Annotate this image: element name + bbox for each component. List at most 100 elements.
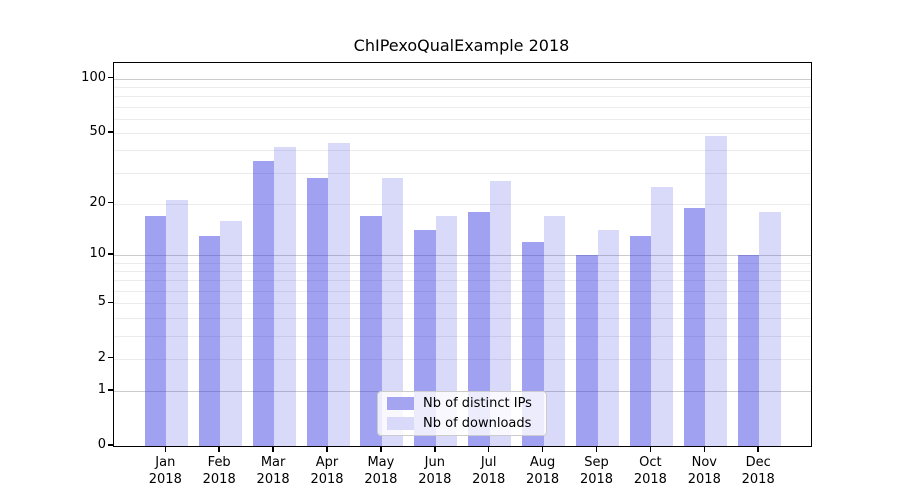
- y-tick-mark: [108, 444, 113, 446]
- x-tick-year: 2018: [148, 472, 182, 487]
- x-tick-mark: [272, 446, 274, 452]
- x-tick-mark: [434, 446, 436, 452]
- bar: [759, 211, 781, 446]
- x-tick-mark: [326, 446, 328, 452]
- y-tick-label: 100: [81, 69, 106, 85]
- bar: [543, 215, 566, 446]
- gridline-major: [114, 78, 811, 80]
- legend-swatch: [387, 417, 414, 430]
- x-tick-label: Jul 2018: [457, 454, 521, 488]
- chart-title: ChIPexoQualExample 2018: [353, 36, 570, 55]
- x-tick-month: Sep: [584, 455, 609, 470]
- x-tick-month: Feb: [207, 455, 231, 470]
- x-tick-year: 2018: [364, 472, 398, 487]
- gridline-minor: [114, 106, 811, 108]
- y-tick-label: 0: [97, 437, 106, 452]
- gridline-minor: [114, 203, 811, 205]
- x-tick-year: 2018: [418, 472, 452, 487]
- x-tick-month: Oct: [639, 455, 662, 470]
- bar: [705, 136, 727, 446]
- gridline-minor: [114, 335, 811, 337]
- x-tick-label: Dec 2018: [726, 454, 790, 488]
- x-tick-mark: [487, 446, 490, 452]
- bar: [737, 255, 760, 446]
- x-tick-year: 2018: [256, 472, 290, 487]
- x-tick-label: Oct 2018: [618, 454, 682, 488]
- x-tick-label: Nov 2018: [672, 454, 736, 488]
- x-tick-mark: [703, 446, 706, 452]
- legend-swatch: [387, 397, 414, 410]
- x-tick-label: Jun 2018: [403, 454, 467, 488]
- bar: [360, 215, 382, 446]
- gridline-minor: [114, 86, 811, 88]
- bar: [328, 143, 350, 446]
- x-tick-label: Mar 2018: [241, 454, 305, 488]
- x-tick-year: 2018: [741, 472, 775, 487]
- bar: [274, 146, 296, 446]
- x-tick-mark: [164, 446, 167, 452]
- x-tick-mark: [595, 446, 598, 452]
- bar: [629, 235, 652, 446]
- y-tick-label: 5: [97, 294, 106, 310]
- bar: [381, 177, 404, 446]
- x-tick-label: May 2018: [349, 454, 413, 488]
- x-tick-label: Apr 2018: [295, 454, 359, 488]
- x-tick-month: Jul: [480, 455, 497, 470]
- x-tick-month: Aug: [529, 455, 556, 470]
- y-tick-label: 1: [97, 381, 106, 397]
- bar: [435, 215, 458, 446]
- gridline-minor: [114, 262, 811, 264]
- y-tick-label: 20: [89, 194, 106, 210]
- y-tick-mark: [108, 201, 113, 204]
- bar: [166, 199, 188, 446]
- legend-item: Nb of downloads: [387, 415, 537, 432]
- bar: [651, 186, 673, 446]
- y-tick-mark: [108, 301, 113, 304]
- gridline-minor: [114, 96, 811, 98]
- gridline-minor: [114, 303, 811, 305]
- y-tick-label: 10: [89, 246, 106, 262]
- x-tick-label: Sep 2018: [565, 454, 629, 488]
- bar: [306, 177, 328, 446]
- x-tick-label: Aug 2018: [511, 454, 575, 488]
- gridline-minor: [114, 118, 811, 120]
- legend-item: Nb of distinct IPs: [387, 395, 537, 412]
- x-tick-year: 2018: [472, 472, 506, 487]
- gridline-minor: [114, 150, 811, 152]
- x-tick-year: 2018: [202, 472, 236, 487]
- gridline-minor: [114, 317, 811, 319]
- y-tick-mark: [108, 356, 113, 359]
- x-tick-mark: [649, 446, 652, 452]
- bar: [198, 235, 221, 446]
- x-tick-year: 2018: [526, 472, 560, 487]
- x-tick-month: Dec: [745, 455, 771, 470]
- x-tick-month: Nov: [691, 455, 717, 470]
- x-tick-year: 2018: [579, 472, 614, 487]
- bar: [468, 211, 490, 446]
- x-tick-mark: [757, 446, 759, 452]
- gridline-minor: [114, 280, 811, 282]
- x-tick-mark: [380, 446, 382, 452]
- x-tick-year: 2018: [633, 472, 667, 487]
- y-tick-mark: [108, 76, 113, 79]
- bar: [576, 255, 598, 446]
- gridline-minor: [114, 172, 811, 174]
- gridline-minor: [114, 291, 811, 293]
- x-tick-month: May: [367, 455, 395, 470]
- x-tick-label: Feb 2018: [187, 454, 251, 488]
- plot-area: [113, 62, 812, 447]
- x-tick-mark: [541, 446, 544, 452]
- bar: [489, 180, 512, 446]
- gridline-minor: [114, 133, 811, 135]
- x-tick-year: 2018: [687, 472, 721, 487]
- x-tick-mark: [218, 446, 220, 452]
- bar: [597, 230, 619, 446]
- legend: Nb of distinct IPs Nb of downloads: [377, 391, 547, 436]
- gridline-minor: [114, 358, 811, 360]
- legend-label: Nb of downloads: [423, 416, 532, 431]
- bar: [144, 215, 167, 446]
- x-tick-month: Apr: [315, 455, 339, 470]
- x-tick-month: Jan: [155, 455, 176, 470]
- y-tick-mark: [108, 389, 113, 391]
